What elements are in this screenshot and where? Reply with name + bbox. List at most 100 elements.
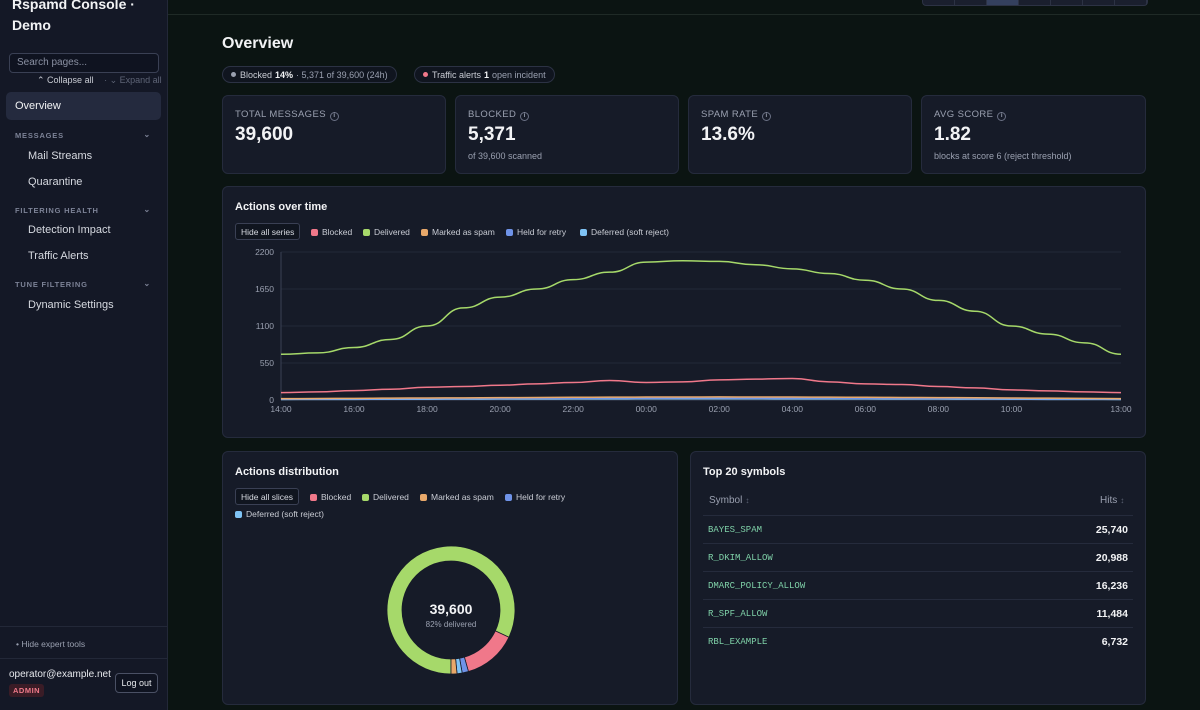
legend-item-held-for-retry[interactable]: Held for retry (506, 227, 566, 237)
app-title: Rspamd Console · Demo (12, 0, 135, 33)
legend-item-deferred[interactable]: Deferred (soft reject) (235, 509, 324, 519)
legend-item-deferred[interactable]: Deferred (soft reject) (580, 227, 669, 237)
legend-item-blocked[interactable]: Blocked (311, 227, 352, 237)
chevron-down-icon: ⌄ (143, 279, 151, 288)
x-tick-label: 20:00 (489, 404, 511, 414)
collapse-controls: ⌃ Collapse all · ⌄ Expand all (37, 75, 162, 86)
time-range-selector[interactable] (922, 0, 1148, 6)
x-tick-label: 10:00 (1001, 404, 1023, 414)
legend-swatch (505, 494, 512, 501)
expand-all-button[interactable]: · ⌄ Expand all (104, 75, 162, 85)
range-option[interactable] (1051, 0, 1083, 5)
kpi-label: TOTAL MESSAGES i (235, 109, 339, 121)
header-divider (168, 14, 1200, 15)
section-filtering-health[interactable]: FILTERING HEALTH ⌄ (15, 205, 155, 215)
info-icon[interactable]: i (762, 112, 772, 121)
pill-label: Blocked (240, 70, 273, 80)
actions-distribution-card: Actions distribution Hide all slices Blo… (222, 451, 678, 705)
table-row[interactable]: RBL_EXAMPLE 6,732 (703, 627, 1133, 655)
hide-all-slices-button[interactable]: Hide all slices (235, 488, 299, 505)
legend-swatch (506, 229, 513, 236)
sidebar-item-quarantine[interactable]: Quarantine (28, 176, 83, 188)
info-icon[interactable]: i (997, 112, 1007, 121)
legend-item-blocked[interactable]: Blocked (310, 492, 351, 502)
traffic-alerts-pill[interactable]: Traffic alerts 1 open incident (414, 66, 555, 83)
sidebar-item-detection-impact[interactable]: Detection Impact (28, 224, 111, 236)
kpi-label-text: BLOCKED (468, 109, 517, 120)
symbol-name: BAYES_SPAM (708, 525, 763, 535)
x-tick-label: 16:00 (343, 404, 365, 414)
sidebar-item-traffic-alerts[interactable]: Traffic Alerts (28, 250, 89, 262)
legend-item-delivered[interactable]: Delivered (362, 492, 409, 502)
y-tick-label: 2200 (255, 247, 274, 257)
range-option-active[interactable] (987, 0, 1019, 5)
hide-expert-tools-button[interactable]: • Hide expert tools (16, 639, 86, 649)
range-option[interactable] (955, 0, 987, 5)
section-label: TUNE FILTERING (15, 280, 88, 289)
line-chart-plot[interactable]: 0 550 1100 1650 2200 14:00 16:00 18:00 20:00 22:0… (223, 237, 1145, 437)
donut-center-value: 39,600 (430, 601, 473, 617)
column-header-symbol[interactable]: Symbol ↕ (709, 495, 749, 506)
donut-center-label: 82% delivered (426, 620, 477, 629)
symbol-name: RBL_EXAMPLE (708, 637, 768, 647)
x-tick-label: 14:00 (270, 404, 292, 414)
legend-swatch (580, 229, 587, 236)
legend-swatch (363, 229, 370, 236)
section-tune-filtering[interactable]: TUNE FILTERING ⌄ (15, 279, 155, 289)
range-option[interactable] (1115, 0, 1147, 5)
kpi-label: BLOCKED i (468, 109, 530, 121)
legend-label: Delivered (374, 227, 410, 237)
hide-expert-label: Hide expert tools (21, 639, 86, 649)
hide-all-series-button[interactable]: Hide all series (235, 223, 301, 240)
divider (0, 626, 168, 627)
user-email: operator@example.net (9, 669, 111, 680)
symbol-hits: 6,732 (1101, 636, 1128, 648)
kpi-label: SPAM RATE i (701, 109, 772, 121)
column-header-hits[interactable]: Hits ↕ (1100, 495, 1124, 506)
legend-label: Marked as spam (431, 492, 494, 502)
kpi-card-spam-rate: SPAM RATE i 13.6% (688, 95, 912, 174)
kpi-label: AVG SCORE i (934, 109, 1007, 121)
search-input[interactable]: Search pages... (9, 53, 159, 73)
sidebar: Rspamd Console · Demo Search pages... ⌃ … (0, 0, 168, 710)
range-option[interactable] (1083, 0, 1115, 5)
role-badge: ADMIN (9, 684, 45, 697)
x-tick-label: 08:00 (928, 404, 950, 414)
card-title: Top 20 symbols (703, 466, 786, 478)
pill-value: 1 (484, 70, 490, 80)
info-icon[interactable]: i (329, 112, 339, 121)
symbol-name: DMARC_POLICY_ALLOW (708, 581, 806, 591)
range-option[interactable] (923, 0, 955, 5)
legend-item-marked-as-spam[interactable]: Marked as spam (421, 227, 495, 237)
info-icon[interactable]: i (520, 112, 530, 121)
kpi-value: 39,600 (235, 124, 294, 145)
kpi-value: 13.6% (701, 124, 755, 145)
table-row[interactable]: BAYES_SPAM 25,740 (703, 515, 1133, 543)
sidebar-item-dynamic-settings[interactable]: Dynamic Settings (28, 299, 114, 311)
table-row[interactable]: DMARC_POLICY_ALLOW 16,236 (703, 571, 1133, 599)
donut-chart[interactable]: 39,600 82% delivered (223, 532, 679, 702)
legend-item-marked-as-spam[interactable]: Marked as spam (420, 492, 494, 502)
blocked-pill[interactable]: Blocked 14% · 5,371 of 39,600 (24h) (222, 66, 397, 83)
top-symbols-card: Top 20 symbols (690, 451, 1146, 705)
legend-item-delivered[interactable]: Delivered (363, 227, 410, 237)
sidebar-item-overview[interactable]: Overview (6, 92, 161, 120)
section-messages[interactable]: MESSAGES ⌄ (15, 130, 155, 140)
range-option[interactable] (1019, 0, 1051, 5)
table-row[interactable]: R_DKIM_ALLOW 20,988 (703, 543, 1133, 571)
symbol-hits: 11,484 (1096, 608, 1128, 620)
section-label: MESSAGES (15, 131, 64, 140)
sidebar-item-mail-streams[interactable]: Mail Streams (28, 150, 93, 162)
kpi-subtext: of 39,600 scanned (468, 151, 543, 161)
legend-item-held-for-retry[interactable]: Held for retry (505, 492, 565, 502)
legend-swatch (235, 511, 242, 518)
collapse-all-button[interactable]: ⌃ Collapse all (37, 75, 94, 85)
donut-slice-blocked (463, 630, 510, 673)
kpi-card-avg-score: AVG SCORE i 1.82 blocks at score 6 (rejec… (921, 95, 1146, 174)
x-tick-label: 22:00 (563, 404, 585, 414)
logout-button[interactable]: Log out (115, 673, 158, 693)
y-tick-label: 550 (260, 358, 274, 368)
card-title: Actions distribution (235, 466, 339, 478)
table-row[interactable]: R_SPF_ALLOW 11,484 (703, 599, 1133, 627)
symbol-name: R_DKIM_ALLOW (708, 553, 773, 563)
